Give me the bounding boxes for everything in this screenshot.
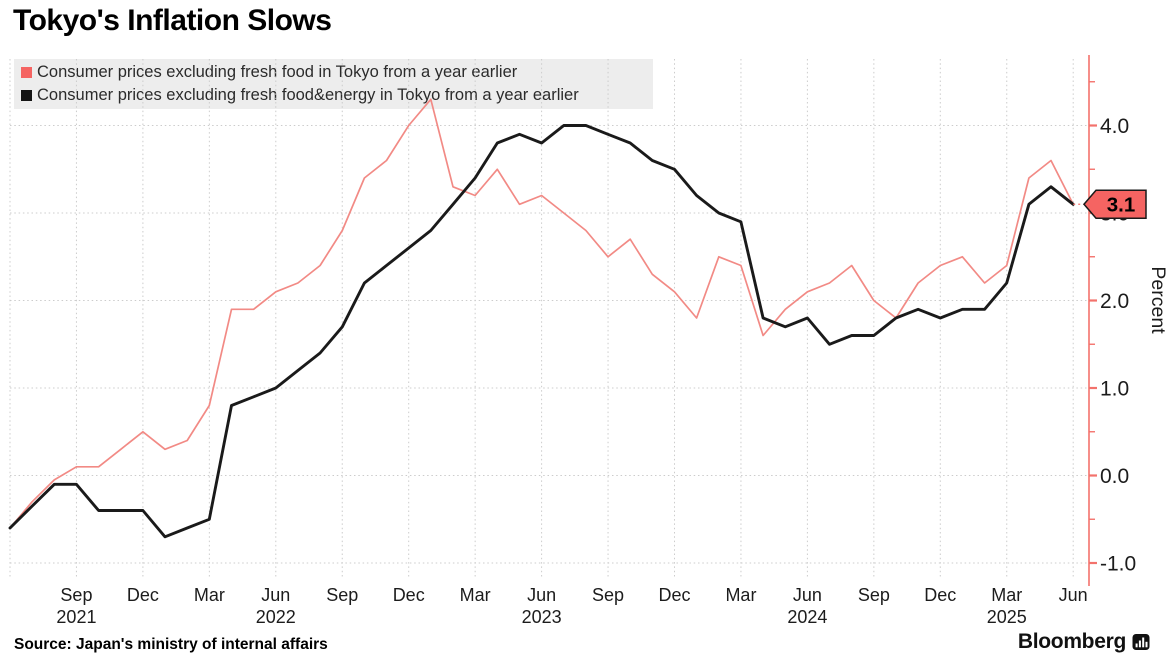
y-tick-label: 2.0 xyxy=(1100,290,1129,313)
x-tick-year-label: 2023 xyxy=(522,607,562,627)
y-tick-label: 0.0 xyxy=(1100,465,1129,488)
brand-lockup: Bloomberg xyxy=(1018,630,1150,654)
series-ex-fresh-food-energy-line xyxy=(8,124,1075,539)
x-tick-label: Jun xyxy=(261,585,290,605)
x-tick-year-label: 2025 xyxy=(987,607,1027,627)
y-axis-title: Percent xyxy=(1147,266,1169,334)
legend-swatch-black-icon xyxy=(21,90,32,101)
x-tick-label: Jun xyxy=(793,585,822,605)
bloomberg-chart-icon xyxy=(1132,634,1150,650)
x-tick-year-label: 2022 xyxy=(256,607,296,627)
x-tick-label: Dec xyxy=(393,585,425,605)
source-attribution: Source: Japan's ministry of internal aff… xyxy=(14,636,328,653)
x-tick-label: Dec xyxy=(658,585,690,605)
x-tick-label: Mar xyxy=(725,585,756,605)
end-value-tag-label: 3.1 xyxy=(1107,193,1136,216)
x-tick-label: Mar xyxy=(194,585,225,605)
page-title: Tokyo's Inflation Slows xyxy=(13,4,332,37)
legend-item-ex-fresh-food: Consumer prices excluding fresh food in … xyxy=(21,61,653,84)
x-tick-label: Dec xyxy=(127,585,159,605)
y-tick-label: 4.0 xyxy=(1100,115,1129,138)
x-tick-year-label: 2021 xyxy=(56,607,96,627)
y-tick-label: 1.0 xyxy=(1100,378,1129,401)
legend-item-ex-fresh-food-energy: Consumer prices excluding fresh food&ene… xyxy=(21,84,653,107)
x-tick-label: Sep xyxy=(326,585,358,605)
legend-swatch-red-icon xyxy=(21,67,32,78)
y-tick-label: -1.0 xyxy=(1100,553,1136,576)
x-tick-label: Dec xyxy=(924,585,956,605)
x-tick-label: Sep xyxy=(858,585,890,605)
x-tick-label: Mar xyxy=(991,585,1022,605)
x-tick-label: Sep xyxy=(592,585,624,605)
x-tick-label: Jun xyxy=(1059,585,1088,605)
legend-label: Consumer prices excluding fresh food&ene… xyxy=(37,86,579,104)
legend-label: Consumer prices excluding fresh food in … xyxy=(37,63,518,81)
x-tick-label: Sep xyxy=(60,585,92,605)
x-tick-label: Mar xyxy=(460,585,491,605)
x-tick-label: Jun xyxy=(527,585,556,605)
chart-legend: Consumer prices excluding fresh food in … xyxy=(14,59,653,109)
end-value-tag xyxy=(1083,189,1147,219)
x-tick-year-label: 2024 xyxy=(787,607,827,627)
bloomberg-wordmark: Bloomberg xyxy=(1017,630,1126,653)
